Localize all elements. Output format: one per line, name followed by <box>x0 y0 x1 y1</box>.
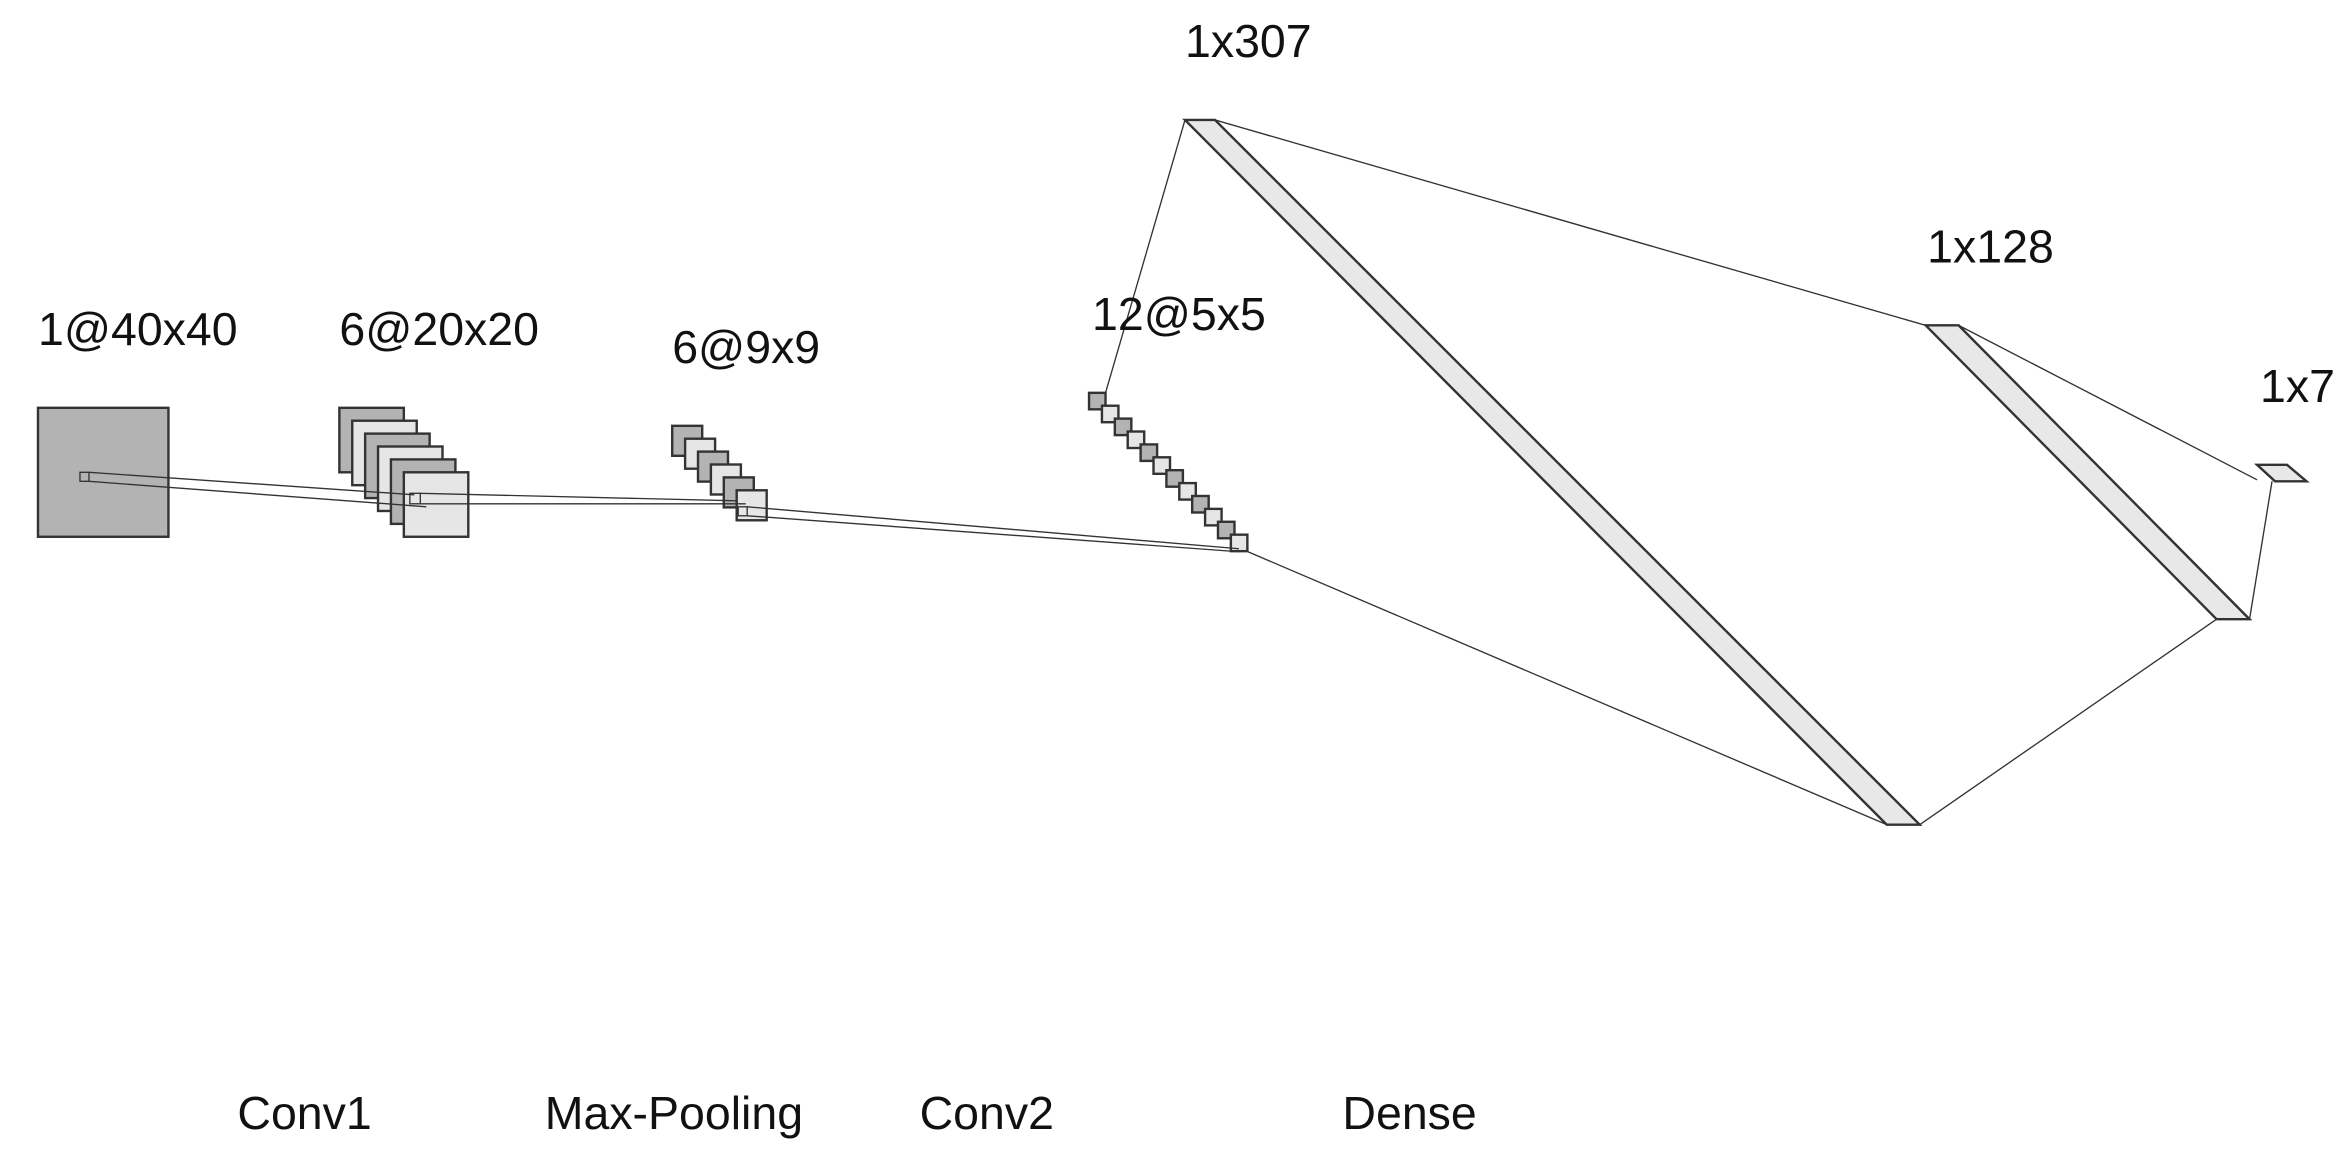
connector <box>420 492 737 502</box>
input-map <box>36 406 170 538</box>
connector <box>1919 618 2217 826</box>
kernel <box>409 492 421 505</box>
connector <box>88 480 427 508</box>
connector <box>88 471 415 496</box>
layer-label: 1x307 <box>1185 15 1312 67</box>
layer-label: 6@9x9 <box>672 321 820 373</box>
layer-label: 1@40x40 <box>38 303 238 355</box>
operation-label: Max-Pooling <box>545 1087 803 1139</box>
layer-label: 1x7 <box>2260 360 2335 412</box>
connector <box>747 515 1240 553</box>
connections <box>79 119 2273 826</box>
operation-label: Dense <box>1342 1087 1476 1139</box>
dense-128 <box>1922 324 2253 621</box>
layer-label: 12@5x5 <box>1092 288 1266 340</box>
connector <box>1104 119 1186 394</box>
connector <box>1958 324 2258 481</box>
operation-label: Conv2 <box>920 1087 1054 1139</box>
operation-label: Conv1 <box>237 1087 371 1139</box>
kernel <box>79 471 90 482</box>
shapes <box>36 118 2310 826</box>
kernel <box>737 506 748 517</box>
dense-307 <box>1182 118 1923 826</box>
dense-7 <box>2253 463 2310 483</box>
connector <box>1214 119 1926 327</box>
feature-map <box>1229 533 1249 553</box>
layer-label: 6@20x20 <box>339 303 539 355</box>
connector <box>747 506 1240 550</box>
layer-label: 1x128 <box>1927 220 2054 272</box>
connector <box>2248 481 2273 620</box>
feature-map <box>402 471 470 538</box>
connector <box>1247 551 1887 826</box>
